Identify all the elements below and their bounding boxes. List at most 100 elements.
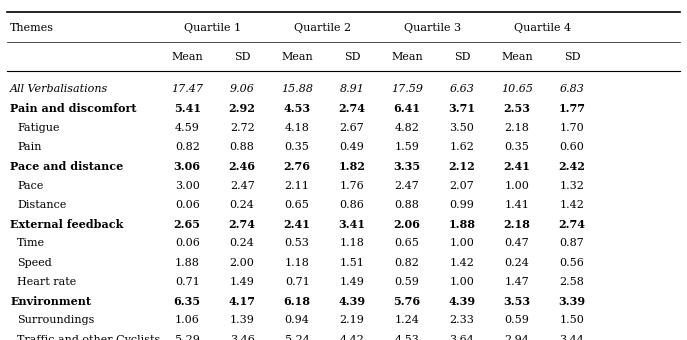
Text: 0.71: 0.71 <box>284 277 310 287</box>
Text: 0.06: 0.06 <box>174 238 200 248</box>
Text: Time: Time <box>17 238 45 248</box>
Text: 2.18: 2.18 <box>504 123 530 133</box>
Text: External feedback: External feedback <box>10 219 124 230</box>
Text: 0.59: 0.59 <box>504 315 530 325</box>
Text: 0.35: 0.35 <box>504 142 530 152</box>
Text: 0.35: 0.35 <box>284 142 310 152</box>
Text: Distance: Distance <box>17 200 67 210</box>
Text: 15.88: 15.88 <box>281 84 313 95</box>
Text: 2.47: 2.47 <box>229 181 255 191</box>
Text: 10.65: 10.65 <box>501 84 533 95</box>
Text: Quartile 4: Quartile 4 <box>514 23 572 33</box>
Text: 1.70: 1.70 <box>559 123 585 133</box>
Text: 3.71: 3.71 <box>449 103 475 114</box>
Text: 2.12: 2.12 <box>449 161 475 172</box>
Text: 2.74: 2.74 <box>559 219 585 230</box>
Text: 1.88: 1.88 <box>449 219 475 230</box>
Text: 2.74: 2.74 <box>229 219 256 230</box>
Text: 0.06: 0.06 <box>174 200 200 210</box>
Text: 1.47: 1.47 <box>504 277 530 287</box>
Text: 1.00: 1.00 <box>449 238 475 248</box>
Text: 2.41: 2.41 <box>284 219 311 230</box>
Text: Themes: Themes <box>10 23 54 33</box>
Text: 2.46: 2.46 <box>229 161 256 172</box>
Text: 0.86: 0.86 <box>339 200 365 210</box>
Text: Quartile 2: Quartile 2 <box>294 23 352 33</box>
Text: 3.44: 3.44 <box>559 335 585 340</box>
Text: 1.42: 1.42 <box>449 258 475 268</box>
Text: 0.47: 0.47 <box>504 238 530 248</box>
Text: 4.59: 4.59 <box>174 123 200 133</box>
Text: 3.50: 3.50 <box>449 123 475 133</box>
Text: Quartile 1: Quartile 1 <box>184 23 242 33</box>
Text: 0.87: 0.87 <box>559 238 585 248</box>
Text: 0.88: 0.88 <box>229 142 255 152</box>
Text: 1.82: 1.82 <box>339 161 365 172</box>
Text: 4.82: 4.82 <box>394 123 420 133</box>
Text: 0.65: 0.65 <box>284 200 310 210</box>
Text: 0.99: 0.99 <box>449 200 475 210</box>
Text: 1.00: 1.00 <box>449 277 475 287</box>
Text: 2.00: 2.00 <box>229 258 255 268</box>
Text: 4.53: 4.53 <box>284 103 311 114</box>
Text: 2.19: 2.19 <box>339 315 365 325</box>
Text: 0.65: 0.65 <box>394 238 420 248</box>
Text: 1.32: 1.32 <box>559 181 585 191</box>
Text: 8.91: 8.91 <box>339 84 365 95</box>
Text: 4.17: 4.17 <box>229 295 256 307</box>
Text: 2.06: 2.06 <box>394 219 420 230</box>
Text: 1.42: 1.42 <box>559 200 585 210</box>
Text: 3.53: 3.53 <box>504 295 530 307</box>
Text: 2.65: 2.65 <box>174 219 201 230</box>
Text: 17.59: 17.59 <box>391 84 423 95</box>
Text: 2.41: 2.41 <box>504 161 530 172</box>
Text: 5.24: 5.24 <box>284 335 310 340</box>
Text: 6.63: 6.63 <box>449 84 475 95</box>
Text: 2.58: 2.58 <box>559 277 585 287</box>
Text: 2.42: 2.42 <box>559 161 585 172</box>
Text: 1.88: 1.88 <box>174 258 200 268</box>
Text: 3.41: 3.41 <box>339 219 365 230</box>
Text: 4.53: 4.53 <box>394 335 420 340</box>
Text: 6.35: 6.35 <box>174 295 201 307</box>
Text: 1.39: 1.39 <box>229 315 255 325</box>
Text: SD: SD <box>563 52 581 63</box>
Text: 0.49: 0.49 <box>339 142 365 152</box>
Text: 1.06: 1.06 <box>174 315 200 325</box>
Text: 2.33: 2.33 <box>449 315 475 325</box>
Text: 4.42: 4.42 <box>339 335 365 340</box>
Text: Pace: Pace <box>17 181 43 191</box>
Text: Mean: Mean <box>281 52 313 63</box>
Text: 2.53: 2.53 <box>504 103 530 114</box>
Text: Traffic and other Cyclists: Traffic and other Cyclists <box>17 335 161 340</box>
Text: Mean: Mean <box>501 52 533 63</box>
Text: All Verbalisations: All Verbalisations <box>10 84 109 95</box>
Text: 1.51: 1.51 <box>339 258 365 268</box>
Text: 5.29: 5.29 <box>174 335 200 340</box>
Text: 1.24: 1.24 <box>394 315 420 325</box>
Text: 1.62: 1.62 <box>449 142 475 152</box>
Text: 2.94: 2.94 <box>504 335 530 340</box>
Text: 1.18: 1.18 <box>284 258 310 268</box>
Text: 2.67: 2.67 <box>339 123 365 133</box>
Text: 1.59: 1.59 <box>394 142 420 152</box>
Text: 0.71: 0.71 <box>174 277 200 287</box>
Text: 2.11: 2.11 <box>284 181 310 191</box>
Text: 4.39: 4.39 <box>339 295 365 307</box>
Text: 3.35: 3.35 <box>394 161 420 172</box>
Text: 2.74: 2.74 <box>339 103 365 114</box>
Text: 17.47: 17.47 <box>171 84 203 95</box>
Text: Mean: Mean <box>391 52 423 63</box>
Text: 0.56: 0.56 <box>559 258 585 268</box>
Text: Heart rate: Heart rate <box>17 277 76 287</box>
Text: 1.76: 1.76 <box>339 181 365 191</box>
Text: Fatigue: Fatigue <box>17 123 60 133</box>
Text: 2.92: 2.92 <box>229 103 256 114</box>
Text: 9.06: 9.06 <box>229 84 255 95</box>
Text: 6.18: 6.18 <box>284 295 311 307</box>
Text: 6.41: 6.41 <box>394 103 420 114</box>
Text: 0.82: 0.82 <box>394 258 420 268</box>
Text: 3.39: 3.39 <box>559 295 585 307</box>
Text: 6.83: 6.83 <box>559 84 585 95</box>
Text: SD: SD <box>234 52 251 63</box>
